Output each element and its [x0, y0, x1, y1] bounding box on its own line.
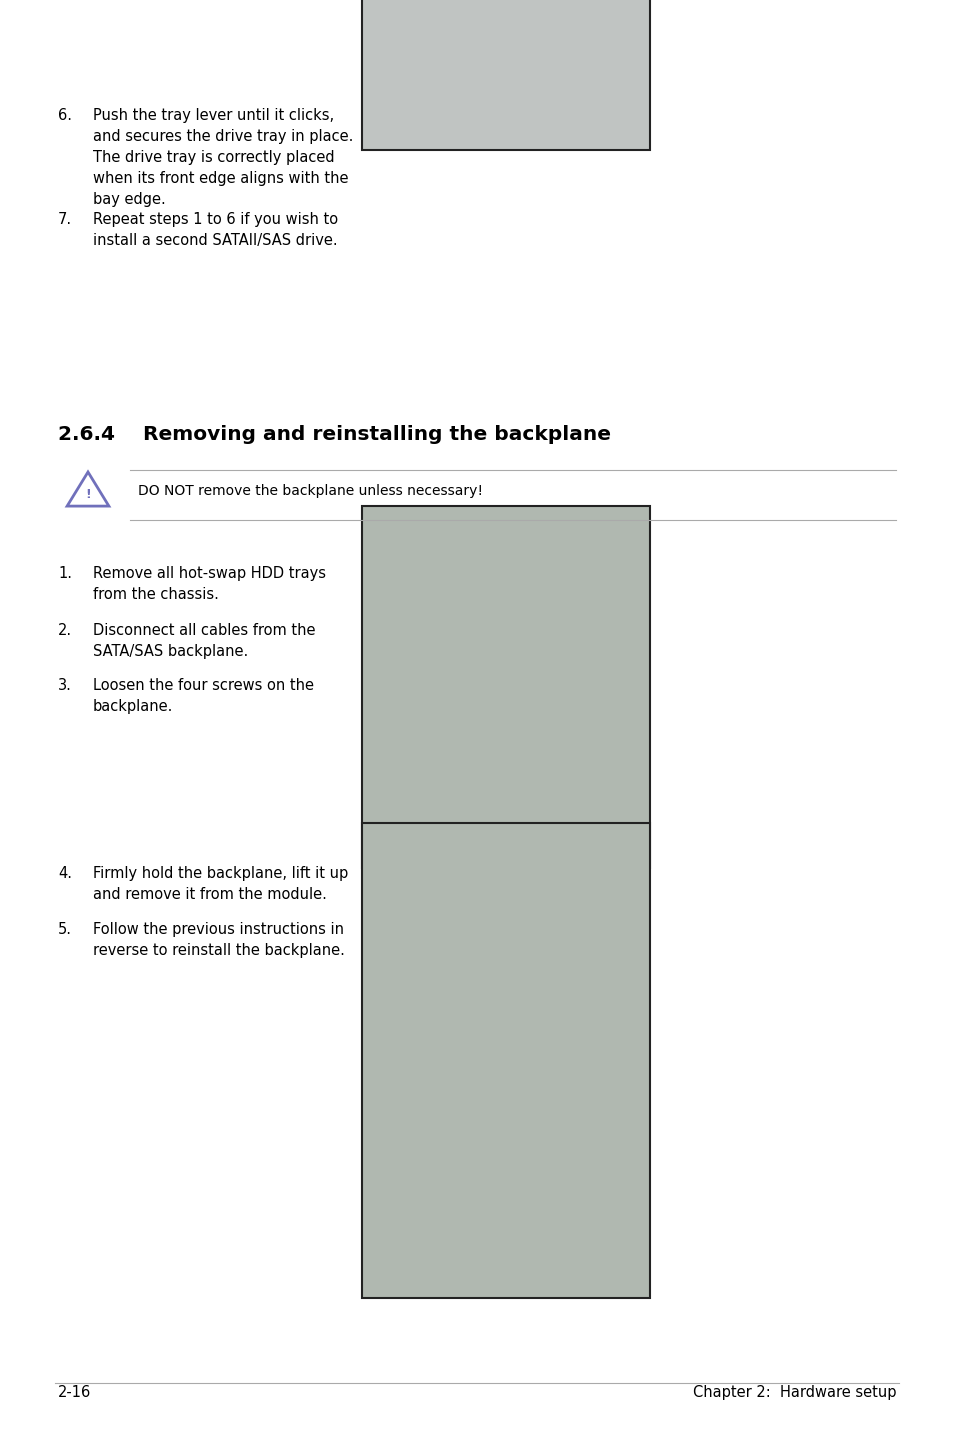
Text: 1.: 1. — [58, 567, 71, 581]
Text: Disconnect all cables from the
SATA/SAS backplane.: Disconnect all cables from the SATA/SAS … — [92, 623, 315, 659]
Text: Loosen the four screws on the
backplane.: Loosen the four screws on the backplane. — [92, 677, 314, 715]
Text: 7.: 7. — [58, 211, 72, 227]
Text: Firmly hold the backplane, lift it up
and remove it from the module.: Firmly hold the backplane, lift it up an… — [92, 866, 348, 902]
Text: Repeat steps 1 to 6 if you wish to
install a second SATAII/SAS drive.: Repeat steps 1 to 6 if you wish to insta… — [92, 211, 337, 247]
Text: !: ! — [85, 487, 91, 500]
Text: Remove all hot-swap HDD trays
from the chassis.: Remove all hot-swap HDD trays from the c… — [92, 567, 326, 603]
Text: 3.: 3. — [58, 677, 71, 693]
Text: 5.: 5. — [58, 922, 71, 938]
Text: 4.: 4. — [58, 866, 71, 881]
Bar — [361, 506, 649, 869]
Text: Push the tray lever until it clicks,
and secures the drive tray in place.
The dr: Push the tray lever until it clicks, and… — [92, 108, 353, 207]
Text: Chapter 2:  Hardware setup: Chapter 2: Hardware setup — [692, 1385, 895, 1401]
Bar — [361, 0, 649, 150]
Text: 6.: 6. — [58, 108, 71, 124]
Text: 2.: 2. — [58, 623, 72, 638]
Text: Follow the previous instructions in
reverse to reinstall the backplane.: Follow the previous instructions in reve… — [92, 922, 345, 958]
Bar — [361, 823, 649, 1299]
Text: 2.6.4    Removing and reinstalling the backplane: 2.6.4 Removing and reinstalling the back… — [58, 426, 610, 444]
Text: DO NOT remove the backplane unless necessary!: DO NOT remove the backplane unless neces… — [138, 485, 482, 498]
Text: 2-16: 2-16 — [58, 1385, 91, 1401]
